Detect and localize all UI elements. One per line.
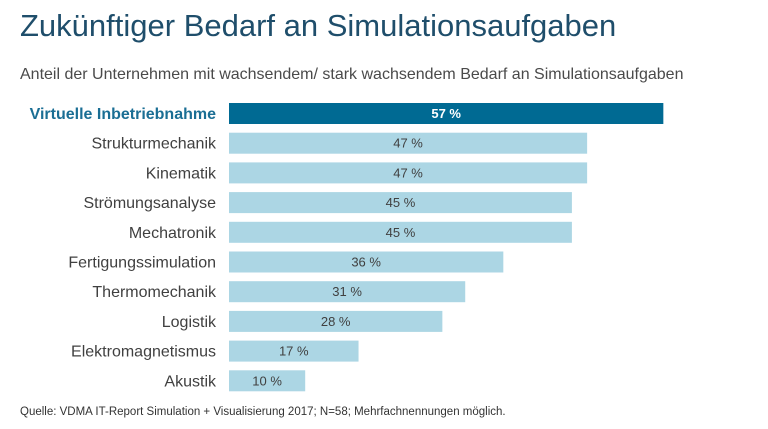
- bar-8: [229, 310, 443, 332]
- value-label-9: 17 %: [279, 344, 309, 359]
- value-label-4: 45 %: [386, 195, 416, 210]
- bar-1: [229, 103, 664, 124]
- category-label-6: Fertigungssimulation: [68, 255, 216, 272]
- bar-5: [229, 221, 572, 243]
- chart-subtitle: Anteil der Unternehmen mit wachsendem/ s…: [20, 66, 684, 83]
- bar-4: [229, 192, 572, 214]
- value-label-5: 45 %: [386, 225, 416, 240]
- category-label-5: Mechatronik: [129, 225, 217, 242]
- value-label-6: 36 %: [351, 255, 381, 270]
- value-label-10: 10 %: [252, 373, 282, 388]
- value-label-8: 28 %: [321, 314, 351, 329]
- category-label-10: Akustik: [164, 373, 217, 390]
- bar-2: [229, 132, 588, 154]
- value-label-1: 57 %: [431, 106, 461, 121]
- category-label-1: Virtuelle Inbetriebnahme: [30, 106, 217, 123]
- bar-7: [229, 281, 466, 303]
- category-label-2: Strukturmechanik: [92, 136, 217, 153]
- category-label-4: Strömungsanalyse: [83, 195, 216, 212]
- value-label-2: 47 %: [393, 136, 423, 151]
- bar-3: [229, 162, 588, 184]
- category-label-8: Logistik: [162, 314, 217, 331]
- category-label-3: Kinematik: [146, 165, 217, 182]
- source-note: Quelle: VDMA IT-Report Simulation + Visu…: [20, 406, 506, 418]
- chart-title: Zukünftiger Bedarf an Simulationsaufgabe…: [20, 8, 617, 43]
- bar-10: [229, 370, 306, 392]
- bar-9: [229, 340, 359, 362]
- value-label-3: 47 %: [393, 165, 423, 180]
- value-label-7: 31 %: [332, 284, 362, 299]
- category-label-9: Elektromagnetismus: [71, 344, 216, 361]
- category-label-7: Thermomechanik: [92, 284, 217, 301]
- bar-6: [229, 251, 504, 273]
